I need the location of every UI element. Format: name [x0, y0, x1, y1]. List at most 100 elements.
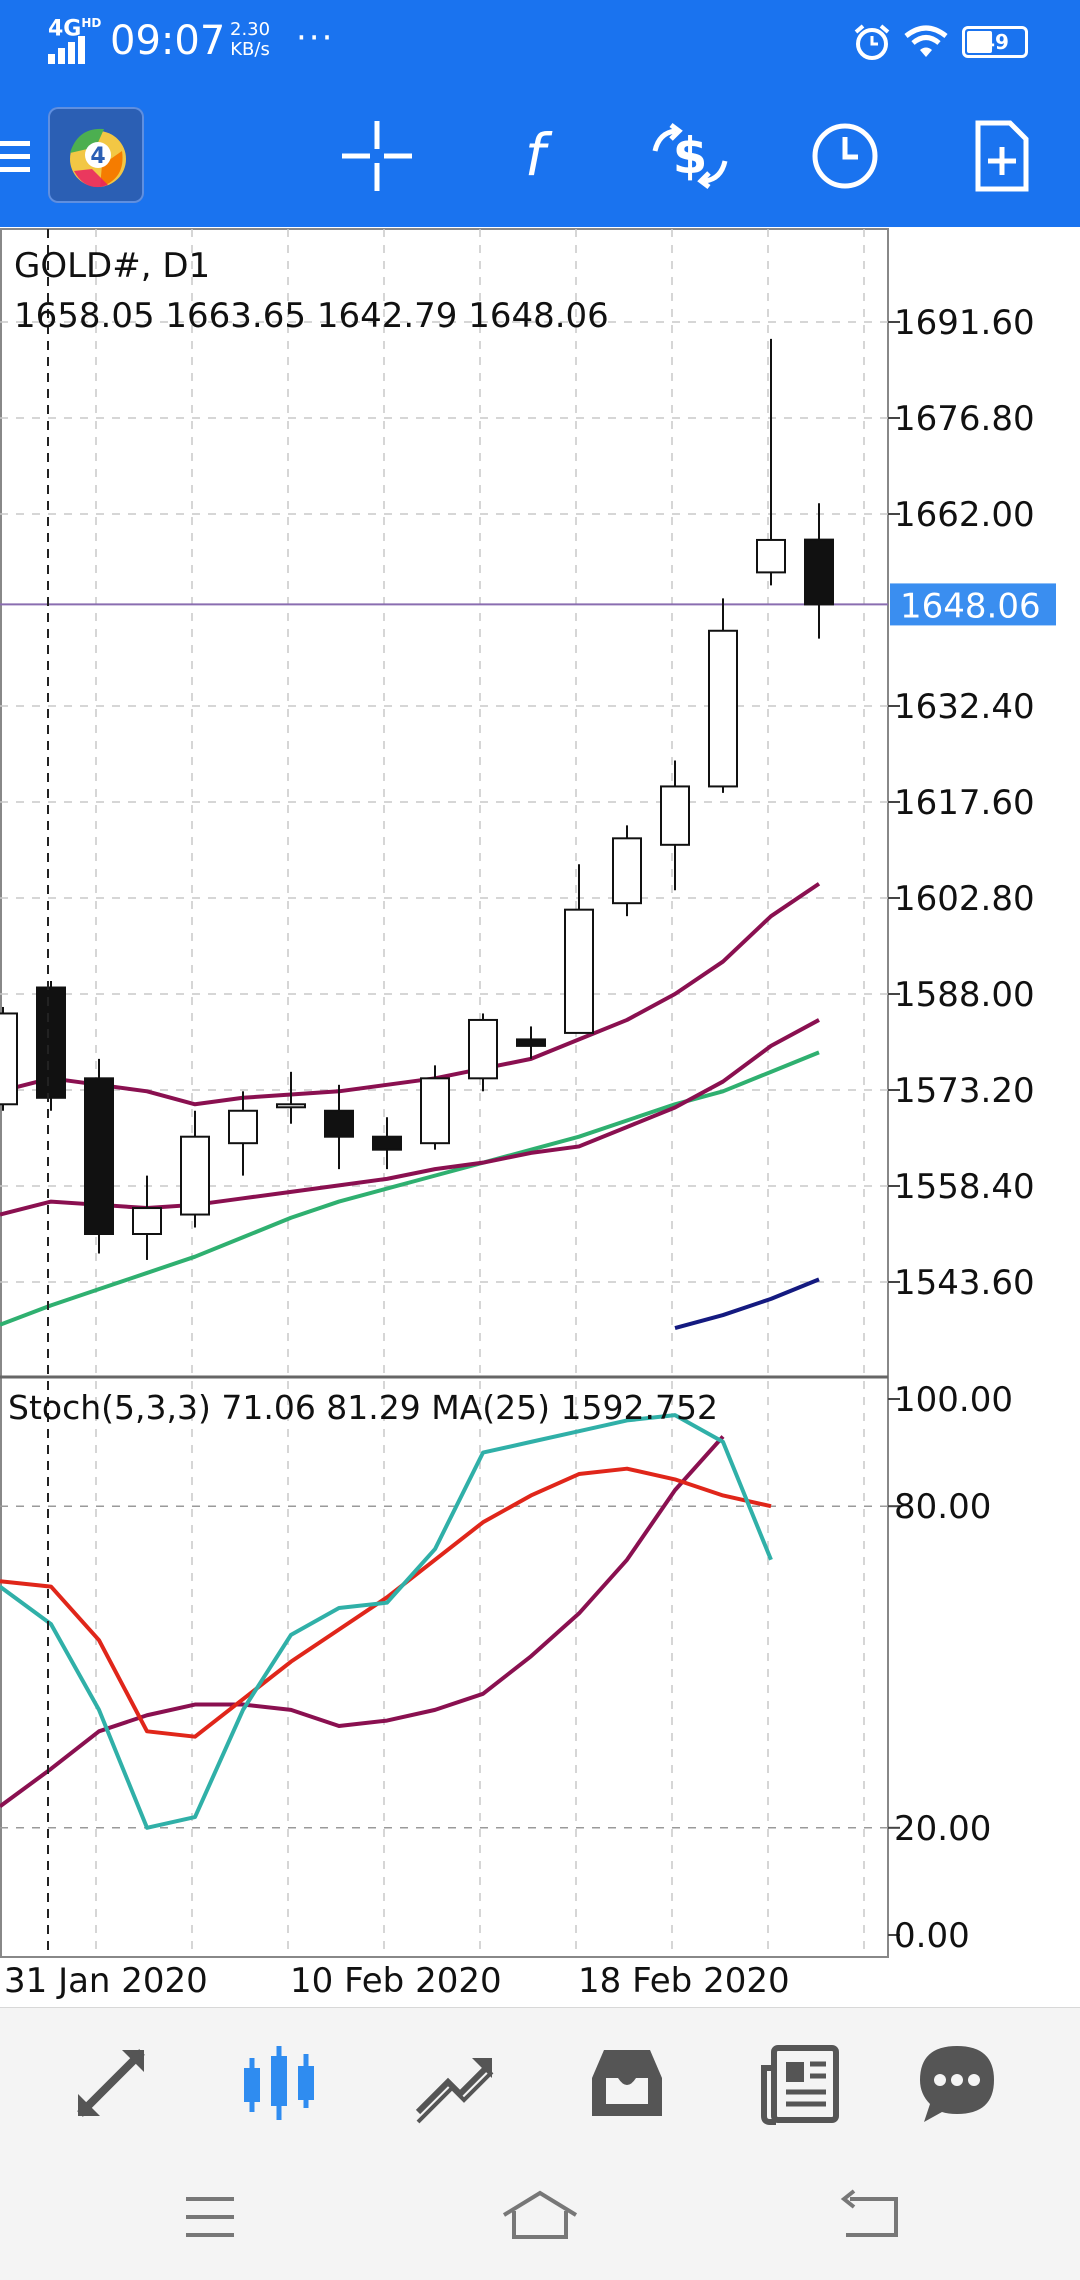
candle — [372, 1117, 402, 1170]
trade-icon[interactable] — [408, 2038, 498, 2128]
stoch-pane — [0, 1413, 773, 1830]
candle — [180, 1110, 210, 1228]
chart-canvas[interactable]: GOLD#, D1 1658.05 1663.65 1642.79 1648.0… — [0, 227, 1080, 2007]
wifi-icon — [904, 25, 948, 57]
candle-body-bull — [0, 1012, 18, 1106]
ma-upper-line — [0, 882, 821, 1107]
candle — [468, 1013, 498, 1092]
candle-body-bull — [420, 1077, 450, 1145]
svg-text:f: f — [525, 121, 553, 189]
candle-body-bear — [372, 1135, 402, 1151]
price-tick-label: 1662.00 — [894, 495, 1035, 535]
stoch-tick-label: 80.00 — [894, 1487, 991, 1527]
stoch-tick-label: 20.00 — [894, 1809, 991, 1849]
price-tick-label: 1558.40 — [894, 1167, 1035, 1207]
stoch-signal-line — [0, 1466, 772, 1739]
date-label: 18 Feb 2020 — [578, 1961, 790, 2001]
stoch-tick-label: 0.00 — [894, 1916, 970, 1956]
price-chart[interactable]: GOLD#, D1 1658.05 1663.65 1642.79 1648.0… — [0, 227, 1080, 2007]
ma-lower-line — [0, 1018, 820, 1217]
battery-indicator: 49 — [962, 26, 1028, 58]
svg-text:4: 4 — [90, 144, 105, 169]
stoch-axis: 100.00 80.00 20.00 0.00 — [888, 1380, 1013, 1956]
price-tick-label: 1543.60 — [894, 1263, 1035, 1303]
new-document-icon[interactable] — [956, 111, 1046, 201]
chart-icon[interactable] — [234, 2038, 324, 2128]
candle-body-bull — [228, 1109, 258, 1145]
date-label: 10 Feb 2020 — [290, 1961, 502, 2001]
more-notifications-icon: ··· — [296, 18, 335, 58]
stoch-main-line — [0, 1413, 773, 1830]
ma-navy-line — [674, 1277, 820, 1330]
ma-green-line — [0, 1050, 820, 1327]
chart-toolbar: 4 f $ — [0, 85, 1080, 227]
date-axis: 31 Jan 2020 10 Feb 2020 18 Feb 2020 — [4, 1961, 790, 2001]
candle — [84, 1058, 114, 1254]
price-tick-label: 1632.40 — [894, 687, 1035, 727]
chat-icon[interactable] — [912, 2038, 1002, 2128]
stoch-label: Stoch(5,3,3) 71.06 81.29 MA(25) 1592.752 — [8, 1388, 718, 1427]
back-icon[interactable] — [820, 2187, 920, 2247]
clock: 09:07 — [110, 18, 226, 64]
price-tick-label: 1691.60 — [894, 303, 1035, 343]
price-tick-label: 1617.60 — [894, 783, 1035, 823]
price-tick-label: 1588.00 — [894, 975, 1035, 1015]
price-tick-label: 1573.20 — [894, 1071, 1035, 1111]
candle-body-bull — [180, 1135, 210, 1216]
crosshair-icon[interactable] — [332, 111, 422, 201]
candle — [660, 760, 690, 891]
candle — [756, 338, 786, 586]
alarm-icon — [854, 24, 890, 60]
home-icon[interactable] — [490, 2187, 590, 2247]
date-label: 31 Jan 2020 — [4, 1961, 208, 2001]
signal-icon — [48, 36, 85, 64]
timeframe-clock-icon[interactable] — [800, 111, 890, 201]
function-icon[interactable]: f — [490, 111, 580, 201]
candle-body-bull — [276, 1103, 306, 1109]
candle-body-bear — [36, 986, 66, 1099]
ohlc-label: 1658.05 1663.65 1642.79 1648.06 — [14, 296, 609, 336]
candle — [0, 1006, 18, 1111]
candle — [132, 1175, 162, 1260]
current-price-badge — [890, 583, 1056, 626]
candle-body-bear — [324, 1109, 354, 1138]
candle-body-bull — [756, 538, 786, 574]
candle-body-bull — [132, 1207, 162, 1236]
history-icon[interactable] — [582, 2038, 672, 2128]
main-pane — [0, 338, 888, 1330]
candle — [228, 1091, 258, 1176]
current-price-label: 1648.06 — [900, 586, 1041, 626]
network-indicator: 4GHD — [48, 16, 102, 42]
network-speed: 2.30 KB/s — [230, 19, 271, 60]
recent-apps-icon[interactable] — [160, 2187, 260, 2247]
status-bar: 4GHD 09:07 2.30 KB/s ··· 49 — [0, 0, 1080, 85]
candle — [804, 503, 834, 639]
candle — [612, 825, 642, 917]
candle-body-bull — [468, 1018, 498, 1080]
top-app-bar: 4GHD 09:07 2.30 KB/s ··· 49 — [0, 0, 1080, 227]
candle-body-bull — [564, 908, 594, 1034]
candle — [36, 981, 66, 1111]
stoch-tick-label: 100.00 — [894, 1380, 1013, 1420]
quotes-icon[interactable] — [66, 2038, 156, 2128]
system-navigation-bar — [0, 2157, 1080, 2280]
candle-body-bull — [612, 837, 642, 905]
candle-body-bull — [708, 629, 738, 788]
candle-body-bear — [84, 1077, 114, 1236]
price-tick-label: 1602.80 — [894, 879, 1035, 919]
trade-icon[interactable]: $ — [645, 111, 735, 201]
svg-text:$: $ — [673, 127, 708, 185]
candle — [420, 1065, 450, 1150]
candle-body-bull — [660, 785, 690, 846]
candle — [708, 598, 738, 793]
news-icon[interactable] — [756, 2038, 846, 2128]
price-axis: 1691.60 1676.80 1662.00 1632.40 1617.60 1602.… — [888, 303, 1035, 1303]
price-tick-label: 1676.80 — [894, 399, 1035, 439]
candle — [276, 1071, 306, 1124]
current-price-marker: 1648.06 — [890, 583, 1056, 626]
symbol-label: GOLD#, D1 — [14, 246, 210, 286]
menu-icon[interactable] — [0, 137, 30, 177]
metatrader-logo[interactable]: 4 — [48, 107, 144, 203]
candle-body-bear — [516, 1038, 546, 1047]
candle-body-bear — [804, 538, 834, 606]
